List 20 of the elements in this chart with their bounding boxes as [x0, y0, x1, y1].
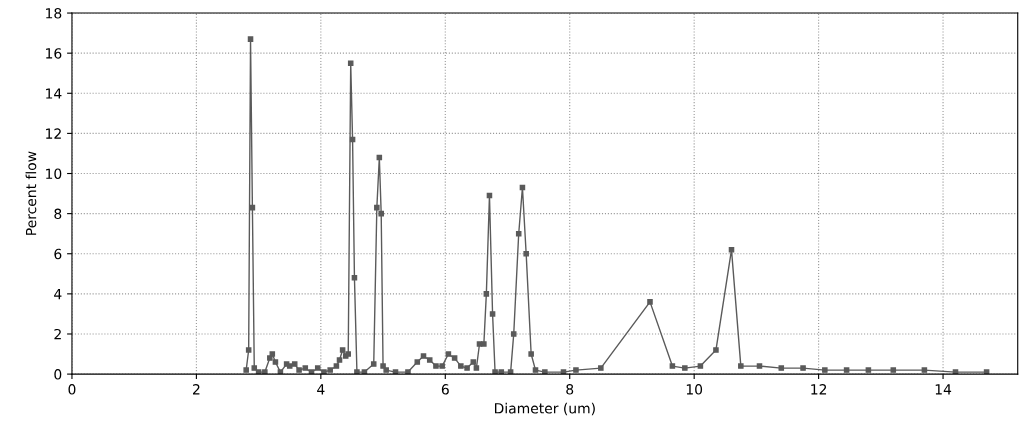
- x-tick-label: 2: [193, 384, 200, 395]
- x-tick-label: 6: [441, 384, 449, 395]
- y-tick-label: 12: [46, 128, 61, 139]
- y-tick-label: 2: [54, 328, 61, 340]
- x-tick-label: 10: [686, 384, 703, 395]
- x-tick-label: 12: [811, 384, 827, 395]
- y-tick-label: 10: [46, 168, 62, 179]
- y-tick-label: 16: [46, 48, 62, 59]
- x-tick-label: 0: [68, 384, 76, 395]
- y-tick-label: 14: [46, 88, 62, 99]
- y-tick-label: 4: [54, 289, 62, 300]
- x-tick-label: 8: [566, 384, 574, 395]
- x-axis-title: Diameter (um): [494, 402, 595, 416]
- x-tick-label: 4: [317, 384, 325, 395]
- y-tick-label: 18: [46, 8, 62, 19]
- y-axis-title: Percent flow: [25, 151, 37, 235]
- y-tick-label: 0: [54, 369, 62, 380]
- y-tick-label: 6: [54, 248, 62, 260]
- y-tick-label: 8: [54, 208, 62, 220]
- x-tick-label: 14: [935, 384, 952, 395]
